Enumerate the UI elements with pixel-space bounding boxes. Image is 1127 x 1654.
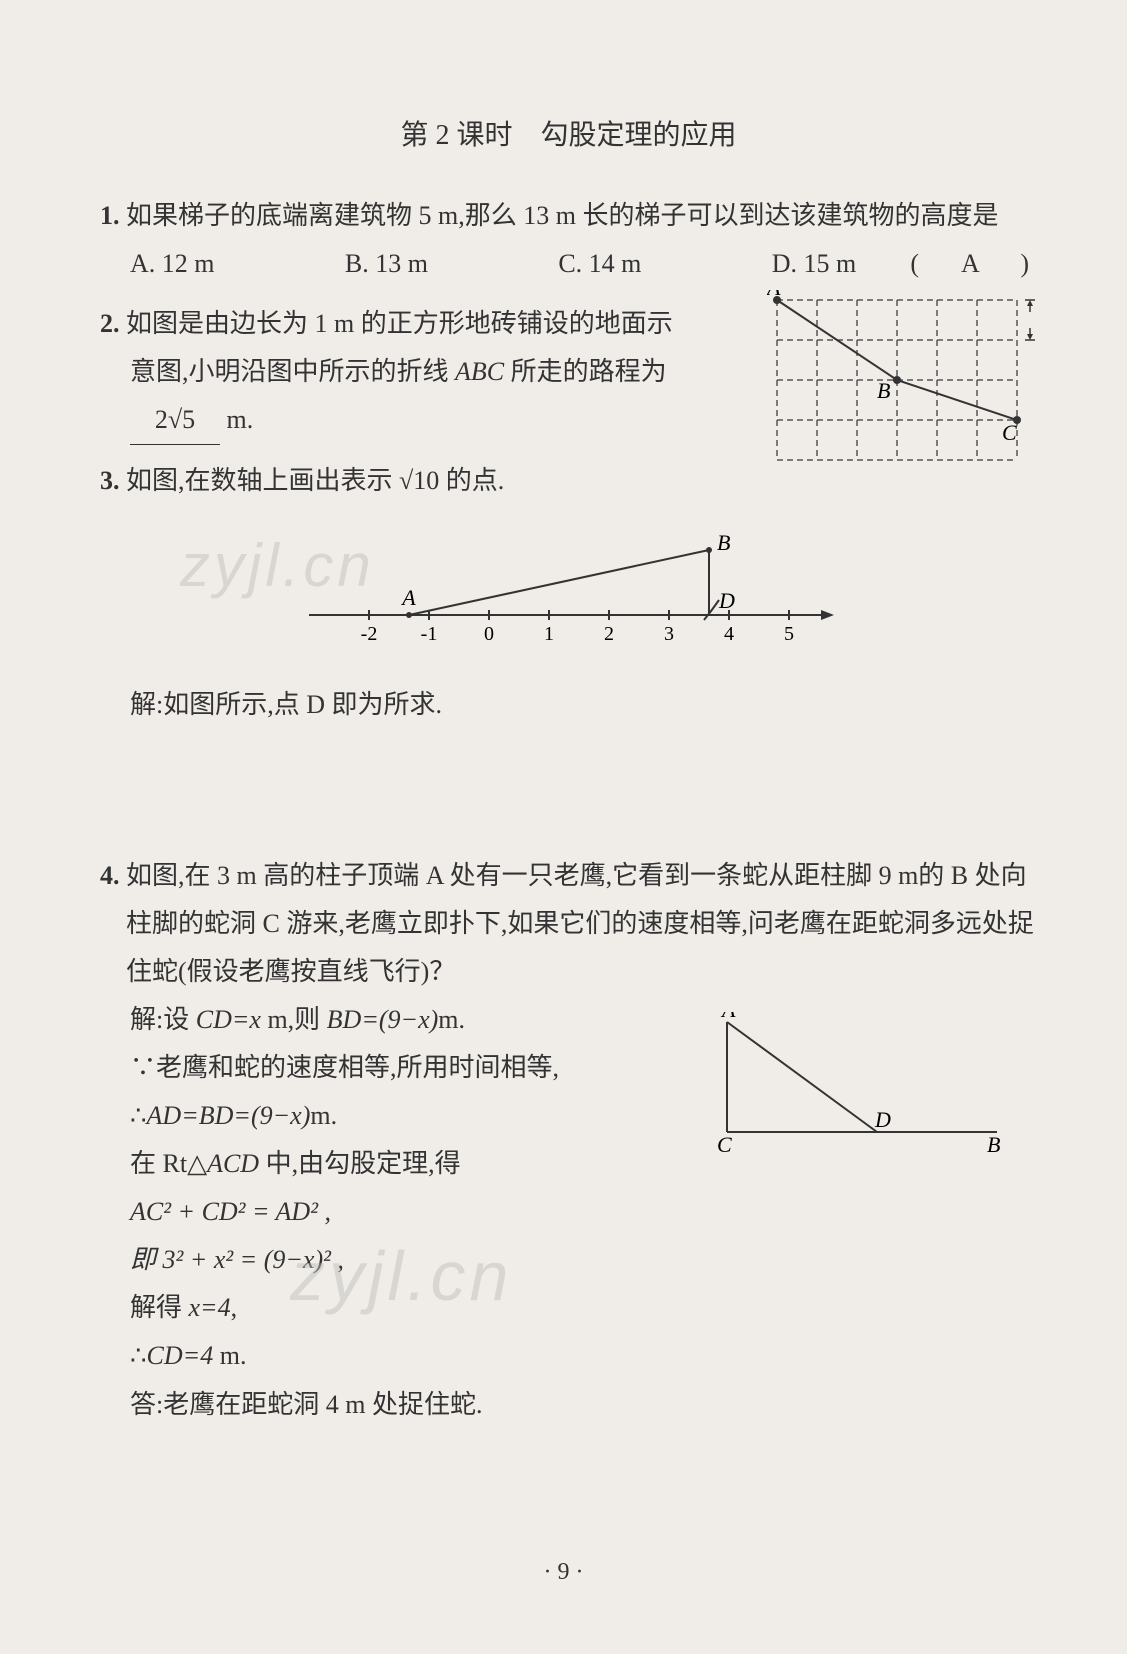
svg-text:D: D (874, 1107, 891, 1132)
q1-answer-paren: ( A ) (936, 240, 1037, 288)
q2-line2a: 意图,小明沿图中所示的折线 (130, 357, 455, 386)
q4-l7b: x=4 (189, 1293, 231, 1322)
svg-text:B: B (717, 530, 730, 555)
q4-l6: 即 3² + x² = (9−x)² , (100, 1236, 1037, 1284)
q1-number: 1. (100, 201, 120, 230)
opt-a: A. 12 m (130, 240, 215, 288)
problem-3: 3. 如图,在数轴上画出表示 √10 的点. B A D -2-1012345 … (100, 457, 1037, 729)
q1-options: A. 12 m B. 13 m C. 14 m D. 15 m (100, 240, 936, 288)
q4-l8c: m. (213, 1341, 246, 1370)
q4-l1e: m. (438, 1005, 465, 1034)
q4-number: 4. (100, 861, 120, 890)
svg-text:-1: -1 (420, 623, 437, 645)
q3-sol-prefix: 解: (130, 690, 163, 719)
q3-sol: 如图所示,点 D 即为所求. (163, 690, 442, 719)
q4-l1a: 解:设 (130, 1005, 196, 1034)
opt-b: B. 13 m (345, 240, 428, 288)
q2-abc: ABC (455, 357, 504, 386)
svg-text:1 m: 1 m (1007, 290, 1035, 294)
q4-l7a: 解得 (130, 1293, 189, 1322)
svg-text:-2: -2 (360, 623, 377, 645)
q2-line2b: 所走的路程为 (504, 357, 667, 386)
q2-blank: 2√5 (130, 396, 220, 445)
q4-l3c: m. (310, 1101, 337, 1130)
svg-text:2: 2 (604, 623, 614, 645)
svg-text:1: 1 (544, 623, 554, 645)
q4-diagram: A C D B (707, 1012, 1007, 1152)
svg-text:A: A (400, 585, 416, 610)
q3-text: 如图,在数轴上画出表示 √10 的点. (126, 466, 504, 495)
problem-2: 2. 如图是由边长为 1 m 的正方形地砖铺设的地面示 意图,小明沿图中所示的折… (100, 300, 1037, 445)
svg-text:B: B (877, 378, 890, 403)
opt-d: D. 15 m (772, 240, 857, 288)
svg-text:4: 4 (724, 623, 734, 645)
q4-text: 如图,在 3 m 高的柱子顶端 A 处有一只老鹰,它看到一条蛇从距柱脚 9 m的… (126, 861, 1034, 986)
q4-l8b: CD=4 (147, 1341, 214, 1370)
q4-l4b: ACD (207, 1149, 259, 1178)
q4-l5: AC² + CD² = AD² , (100, 1188, 1037, 1236)
svg-text:3: 3 (664, 623, 674, 645)
svg-text:0: 0 (484, 623, 494, 645)
svg-text:C: C (717, 1132, 732, 1152)
opt-c: C. 14 m (558, 240, 641, 288)
q2-line1: 如图是由边长为 1 m 的正方形地砖铺设的地面示 (126, 309, 673, 338)
svg-text:C: C (1002, 420, 1017, 445)
q1-text: 如果梯子的底端离建筑物 5 m,那么 13 m 长的梯子可以到达该建筑物的高度是 (126, 201, 998, 230)
svg-text:A: A (720, 1012, 736, 1022)
q2-number: 2. (100, 309, 120, 338)
q3-numberline: B A D -2-1012345 zyjl.cn (100, 520, 1037, 666)
problem-1: 1. 如果梯子的底端离建筑物 5 m,那么 13 m 长的梯子可以到达该建筑物的… (100, 192, 1037, 288)
problem-4: 4. 如图,在 3 m 高的柱子顶端 A 处有一只老鹰,它看到一条蛇从距柱脚 9… (100, 852, 1037, 1429)
svg-text:D: D (718, 588, 735, 613)
q4-l1b: CD=x (196, 1005, 261, 1034)
q4-l8a: ∴ (130, 1341, 147, 1370)
q4-l4a: 在 Rt△ (130, 1149, 207, 1178)
svg-text:5: 5 (784, 623, 794, 645)
lesson-title: 第 2 课时 勾股定理的应用 (100, 110, 1037, 162)
q2-unit: m. (220, 405, 253, 434)
q2-diagram: A B C 1 m (767, 290, 1037, 480)
q4-l4c: 中,由勾股定理,得 (259, 1149, 461, 1178)
q4-l9: 答:老鹰在距蛇洞 4 m 处捉住蛇. (100, 1381, 1037, 1429)
svg-text:B: B (987, 1132, 1000, 1152)
q3-number: 3. (100, 466, 120, 495)
page-number: · 9 · (0, 1550, 1127, 1594)
q4-l3b: AD=BD=(9−x) (147, 1101, 311, 1130)
q4-l1c: m,则 (261, 1005, 327, 1034)
q4-l3a: ∴ (130, 1101, 147, 1130)
svg-text:A: A (767, 290, 781, 300)
q4-l1d: BD=(9−x) (327, 1005, 439, 1034)
